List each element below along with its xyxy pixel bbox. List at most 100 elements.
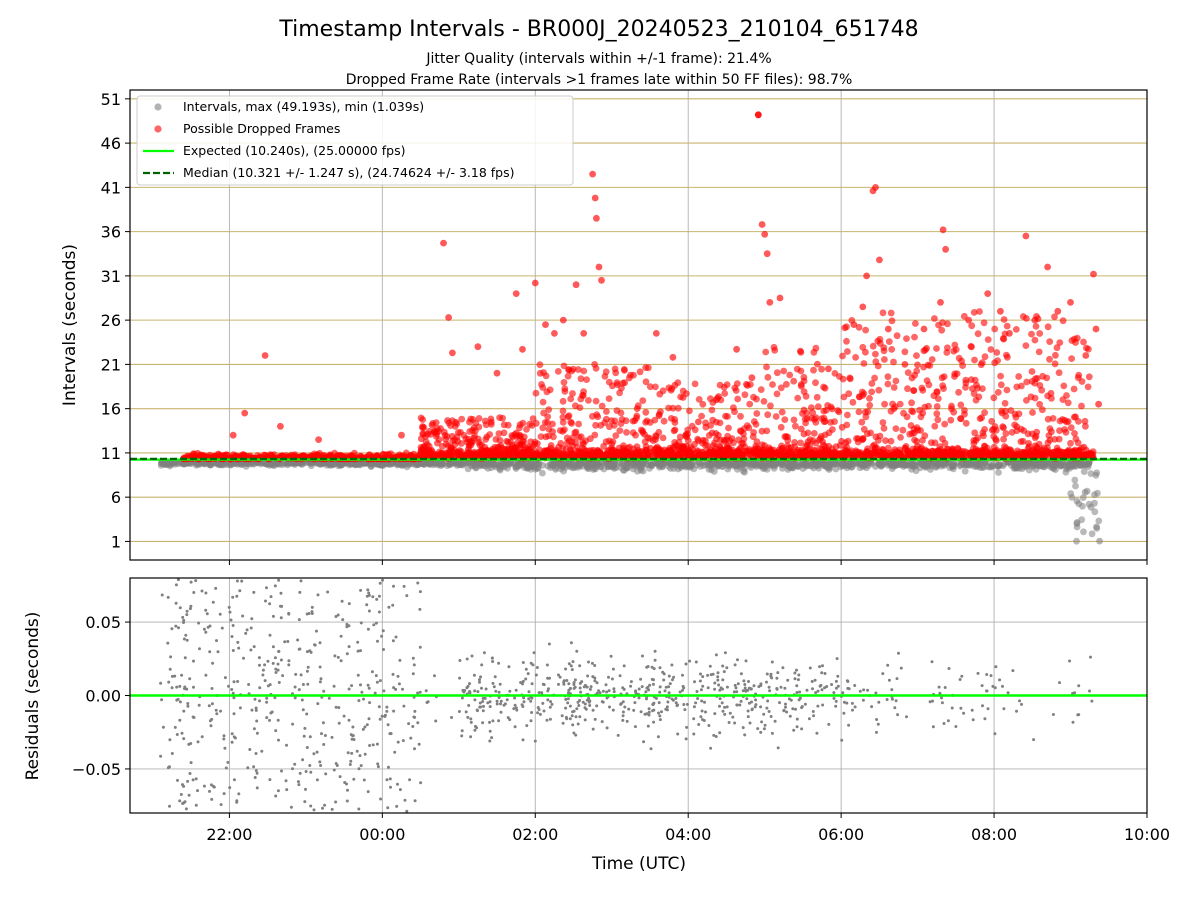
residual-point (181, 615, 185, 619)
residual-point (601, 689, 605, 693)
residual-point (363, 725, 367, 729)
residual-point (254, 708, 258, 712)
residual-point (1020, 702, 1023, 706)
dropped-frame-point (566, 446, 574, 453)
residual-point (704, 710, 707, 714)
residual-point (658, 690, 662, 694)
dropped-frame-point (686, 407, 693, 415)
dropped-frame-point (669, 443, 677, 451)
residual-point (989, 674, 993, 678)
residual-point (189, 761, 193, 765)
residual-point (587, 696, 591, 700)
residual-point (706, 673, 710, 677)
residual-point (646, 665, 650, 668)
dropped-frame-point (763, 363, 770, 371)
dropped-frame-point (733, 380, 741, 387)
residual-point (534, 673, 538, 677)
dropped-frame-point (858, 418, 866, 426)
dropped-frame-point (933, 345, 940, 352)
residual-point (692, 717, 696, 721)
residual-point (896, 713, 900, 717)
dropped-frame-point (536, 369, 544, 377)
dropped-frame-point (866, 401, 874, 409)
residual-point (881, 672, 885, 676)
residual-point (521, 661, 525, 664)
dropped-frame-point (875, 386, 883, 394)
dropped-frame-point (1084, 383, 1092, 391)
dropped-frame-point (572, 428, 580, 436)
dropped-frame-point (1080, 338, 1087, 346)
residual-point (283, 640, 287, 644)
interval-point (647, 461, 655, 469)
dropped-frame-point (1051, 436, 1059, 443)
dropped-frame-point (1022, 342, 1030, 349)
residual-point (890, 697, 894, 701)
residual-point (739, 672, 743, 676)
residual-point (357, 767, 361, 771)
residual-point (178, 700, 182, 704)
dropped-frame-point (937, 299, 944, 306)
residual-point (258, 686, 262, 690)
dropped-frame-point (1046, 338, 1054, 345)
residual-point (583, 718, 587, 722)
residual-point (178, 606, 182, 610)
residual-point (866, 688, 870, 692)
residual-point (652, 720, 656, 724)
residual-point (672, 675, 676, 679)
residual-point (381, 578, 384, 582)
residual-point (699, 715, 703, 719)
dropped-frame-point (691, 426, 699, 434)
dropped-frame-point (890, 358, 897, 366)
dropped-frame-point (984, 290, 992, 297)
intervals-y-tick-label: 51 (101, 90, 121, 109)
dropped-frame-point (814, 360, 821, 368)
dropped-frame-point (652, 330, 660, 337)
dropped-frame-point (948, 405, 955, 413)
dropped-frame-point (1068, 355, 1075, 362)
dropped-frame-point (866, 395, 873, 402)
residual-point (402, 704, 406, 708)
residual-point (460, 734, 464, 738)
residual-point (674, 696, 678, 700)
dropped-frame-point (831, 418, 838, 425)
interval-point (1047, 460, 1055, 468)
residual-point (296, 780, 300, 784)
residual-point (385, 778, 389, 782)
residual-point (811, 687, 814, 691)
dropped-frame-point (980, 319, 988, 327)
interval-point (1085, 459, 1092, 466)
interval-point (1067, 490, 1075, 497)
dropped-frame-point (1040, 444, 1048, 452)
dropped-frame-point (972, 396, 980, 404)
dropped-frame-point (753, 395, 760, 403)
residual-point (192, 591, 196, 594)
dropped-frame-point (623, 429, 630, 436)
dropped-frame-point (580, 367, 588, 375)
interval-point (769, 459, 776, 467)
dropped-frame-point (545, 406, 553, 413)
residual-point (621, 718, 625, 722)
residual-point (276, 662, 280, 666)
residual-point (622, 664, 626, 668)
residual-point (362, 697, 365, 701)
residual-point (847, 723, 851, 727)
dropped-frame-point (573, 447, 581, 455)
dropped-frame-point (589, 412, 596, 420)
dropped-frame-point (860, 360, 868, 367)
residual-point (591, 708, 595, 712)
interval-point (1023, 460, 1031, 468)
residual-point (312, 808, 316, 812)
dropped-frame-point (862, 326, 869, 334)
dropped-frame-point (610, 446, 618, 454)
interval-max-point (754, 111, 762, 119)
dropped-frame-point (564, 372, 572, 380)
intervals-plot-frame (129, 89, 1148, 561)
dropped-frame-point (892, 425, 900, 432)
dropped-frame-point (1000, 335, 1008, 343)
dropped-frame-point (776, 294, 784, 302)
residual-point (357, 807, 361, 811)
dropped-frame-point (844, 348, 851, 355)
dropped-frame-point (668, 385, 676, 392)
dropped-frame-point (1082, 422, 1089, 430)
dropped-frame-point (987, 346, 995, 353)
